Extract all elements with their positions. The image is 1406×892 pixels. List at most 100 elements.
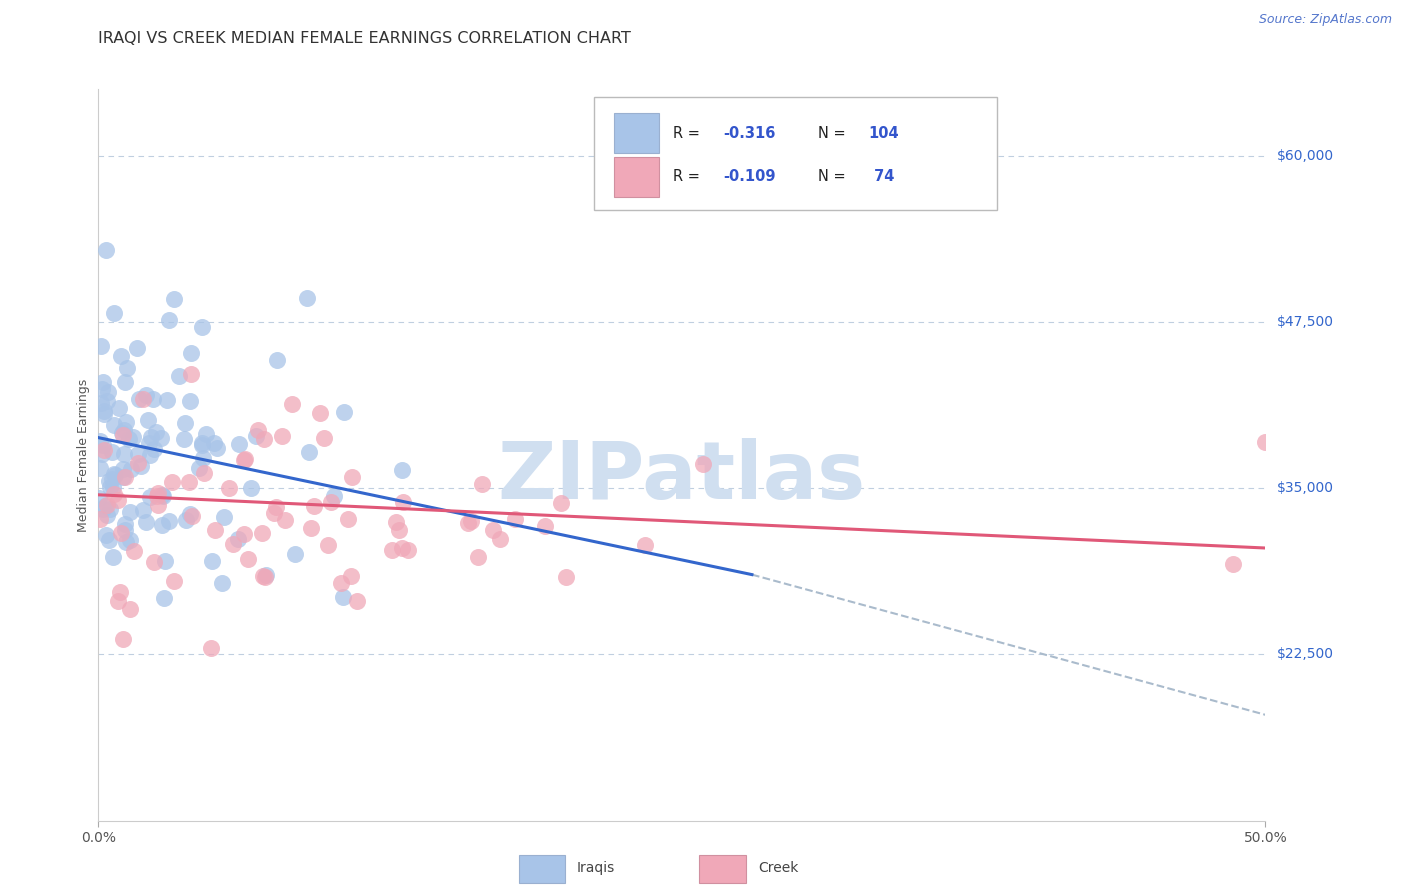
Point xyxy=(190,435,212,450)
Point xyxy=(159,312,181,326)
Point xyxy=(122,544,145,558)
Point xyxy=(471,476,494,491)
Point xyxy=(228,437,250,451)
Point xyxy=(554,570,576,584)
Point xyxy=(202,435,225,450)
Text: $60,000: $60,000 xyxy=(1277,149,1334,162)
Point xyxy=(252,569,274,583)
Point xyxy=(150,517,173,532)
Point xyxy=(314,431,336,445)
Point xyxy=(1254,435,1277,450)
Point xyxy=(132,392,155,407)
Text: Source: ZipAtlas.com: Source: ZipAtlas.com xyxy=(1258,13,1392,27)
Text: R =: R = xyxy=(672,126,704,141)
Point xyxy=(163,292,186,306)
Point xyxy=(148,498,170,512)
Point xyxy=(142,392,165,406)
Point xyxy=(139,429,162,443)
Point xyxy=(101,550,124,565)
Point xyxy=(127,456,149,470)
Point xyxy=(467,549,489,564)
Point xyxy=(91,437,114,451)
Point xyxy=(218,481,240,495)
Point xyxy=(115,535,138,549)
Point xyxy=(142,442,165,456)
Point xyxy=(200,640,222,655)
Point xyxy=(256,567,278,582)
Point xyxy=(115,360,138,375)
Point xyxy=(299,521,322,535)
Point xyxy=(90,396,112,410)
Point xyxy=(111,632,134,646)
Point xyxy=(152,489,174,503)
Point xyxy=(94,500,117,514)
Text: $22,500: $22,500 xyxy=(1277,648,1334,661)
Point xyxy=(153,554,176,568)
Point xyxy=(98,502,121,516)
Point xyxy=(103,418,125,433)
Point xyxy=(177,475,200,489)
Text: 74: 74 xyxy=(869,169,894,185)
Point xyxy=(309,406,332,420)
Point xyxy=(318,538,340,552)
Point xyxy=(321,494,343,508)
Point xyxy=(98,533,121,548)
Point xyxy=(139,448,162,462)
Point xyxy=(191,438,214,452)
Point xyxy=(107,594,129,608)
Point xyxy=(96,508,118,522)
FancyBboxPatch shape xyxy=(614,113,658,153)
Text: R =: R = xyxy=(672,169,704,185)
Point xyxy=(112,447,135,461)
Text: Iraqis: Iraqis xyxy=(576,861,616,875)
Point xyxy=(253,570,276,584)
Point xyxy=(107,493,129,508)
FancyBboxPatch shape xyxy=(519,855,565,883)
Point xyxy=(503,512,526,526)
Point xyxy=(460,515,482,529)
Point xyxy=(346,594,368,608)
Point xyxy=(91,375,114,389)
Point xyxy=(195,427,218,442)
Point xyxy=(98,480,121,494)
Point xyxy=(115,415,138,429)
Point xyxy=(157,514,180,528)
Point xyxy=(143,555,166,569)
Point xyxy=(550,496,572,510)
Point xyxy=(187,461,209,475)
Point xyxy=(233,451,256,466)
Point xyxy=(93,404,115,418)
Point xyxy=(110,425,132,440)
Point xyxy=(96,498,118,512)
Point xyxy=(114,375,136,389)
Point xyxy=(240,481,263,495)
Point xyxy=(212,510,235,524)
Point xyxy=(274,513,297,527)
Point xyxy=(263,506,285,520)
Point xyxy=(91,502,114,516)
Point xyxy=(332,405,354,419)
Point xyxy=(245,429,267,443)
Point xyxy=(114,470,136,484)
Point xyxy=(93,442,115,457)
Point xyxy=(488,533,510,547)
Point xyxy=(238,552,260,566)
Point xyxy=(191,451,214,466)
Point xyxy=(179,507,201,521)
Point xyxy=(135,387,157,401)
Point xyxy=(391,541,413,555)
Point xyxy=(110,526,132,541)
Point xyxy=(111,428,134,442)
Point xyxy=(332,590,354,604)
Point xyxy=(295,291,318,305)
Text: ZIPatlas: ZIPatlas xyxy=(498,438,866,516)
Point xyxy=(150,488,173,502)
Point xyxy=(118,432,141,446)
Point xyxy=(381,542,404,557)
Point xyxy=(101,480,124,494)
Point xyxy=(114,517,136,532)
Point xyxy=(205,441,228,455)
Point xyxy=(392,495,415,509)
Point xyxy=(329,575,352,590)
Point xyxy=(173,416,195,430)
